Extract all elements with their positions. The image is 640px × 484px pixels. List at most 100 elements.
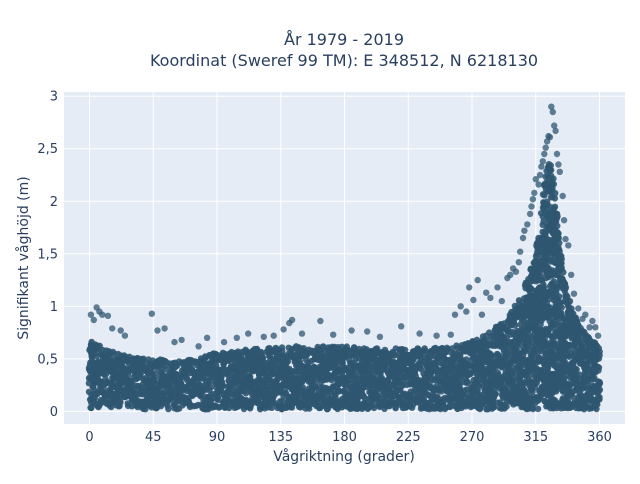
data-point (451, 311, 459, 318)
data-point (207, 397, 214, 404)
data-point (528, 203, 535, 210)
data-point (447, 331, 454, 338)
data-point (549, 108, 556, 116)
data-point (361, 394, 368, 401)
data-point (270, 332, 277, 339)
data-point (90, 316, 98, 324)
data-point (570, 290, 578, 297)
data-point (562, 285, 569, 293)
data-point (582, 311, 589, 318)
data-point (490, 403, 497, 411)
data-point (596, 348, 603, 355)
data-point (596, 379, 603, 386)
data-point (534, 405, 542, 413)
x-tick-label: 90 (209, 430, 226, 445)
data-point (463, 308, 470, 315)
data-point (557, 253, 565, 261)
data-point (553, 210, 561, 218)
data-point (515, 259, 522, 266)
data-point (195, 343, 202, 350)
x-tick-label: 180 (332, 430, 357, 445)
data-point (547, 166, 555, 174)
data-point (99, 311, 106, 318)
data-point (507, 271, 514, 278)
data-point (398, 323, 405, 330)
data-point (559, 192, 566, 200)
data-point (348, 327, 355, 334)
y-tick-label: 1,5 (37, 247, 58, 262)
data-point (280, 326, 287, 333)
data-point (529, 196, 537, 203)
data-point (555, 234, 562, 241)
data-point (531, 189, 538, 197)
data-point (539, 158, 546, 165)
data-point (537, 321, 544, 328)
x-tick-label: 0 (85, 430, 93, 445)
data-point (161, 325, 168, 332)
data-point (550, 278, 557, 285)
data-point (503, 403, 510, 410)
data-point (108, 403, 115, 411)
data-point (541, 150, 548, 158)
data-point (595, 364, 603, 371)
data-point (492, 390, 499, 398)
data-point (517, 248, 524, 255)
data-point (556, 168, 563, 175)
y-tick-label: 2,5 (37, 142, 58, 157)
data-point (317, 317, 324, 325)
data-point (104, 312, 112, 319)
data-point (551, 203, 559, 210)
y-axis-title: Signifikant våghöjd (m) (15, 176, 32, 339)
x-axis-title: Vågriktning (grader) (273, 448, 415, 465)
data-point (596, 386, 604, 393)
data-point (260, 333, 267, 340)
data-point (535, 181, 542, 188)
data-point (109, 325, 116, 332)
data-point (553, 150, 561, 158)
x-tick-labels: 0 45 90 135 180 225 270 315 360 (85, 430, 612, 445)
data-point (402, 346, 409, 354)
data-point (558, 304, 565, 311)
data-point (546, 134, 554, 141)
data-point (560, 269, 567, 276)
data-point (171, 338, 178, 346)
data-point (370, 402, 377, 409)
data-point (416, 330, 423, 337)
data-point (552, 190, 559, 197)
data-point (586, 324, 593, 331)
data-point (284, 358, 292, 365)
y-tick-labels: 00,511,522,53 (37, 90, 58, 420)
data-point (376, 333, 384, 340)
data-point (233, 334, 240, 341)
data-point (592, 324, 599, 331)
x-tick-label: 135 (268, 430, 293, 445)
y-tick-label: 2 (50, 195, 58, 210)
data-point (220, 338, 228, 346)
data-point (298, 330, 306, 337)
data-point (148, 369, 155, 376)
data-point (565, 242, 572, 249)
data-point (203, 334, 211, 341)
y-tick-label: 1 (50, 300, 58, 315)
data-point (521, 227, 528, 234)
data-point (589, 317, 596, 325)
data-point (554, 222, 561, 230)
data-point (566, 298, 574, 305)
data-point (556, 293, 563, 300)
data-point (536, 171, 544, 179)
data-point (148, 310, 155, 317)
data-point (470, 296, 477, 304)
data-point (364, 328, 371, 335)
data-point (140, 357, 147, 364)
data-point (220, 382, 227, 390)
data-point (153, 369, 160, 377)
data-point (498, 297, 505, 305)
data-point (466, 284, 473, 291)
data-point (121, 332, 129, 339)
data-point (207, 384, 214, 391)
data-point (320, 343, 327, 350)
data-point (494, 284, 501, 291)
data-point (519, 234, 527, 242)
data-point (483, 289, 490, 296)
